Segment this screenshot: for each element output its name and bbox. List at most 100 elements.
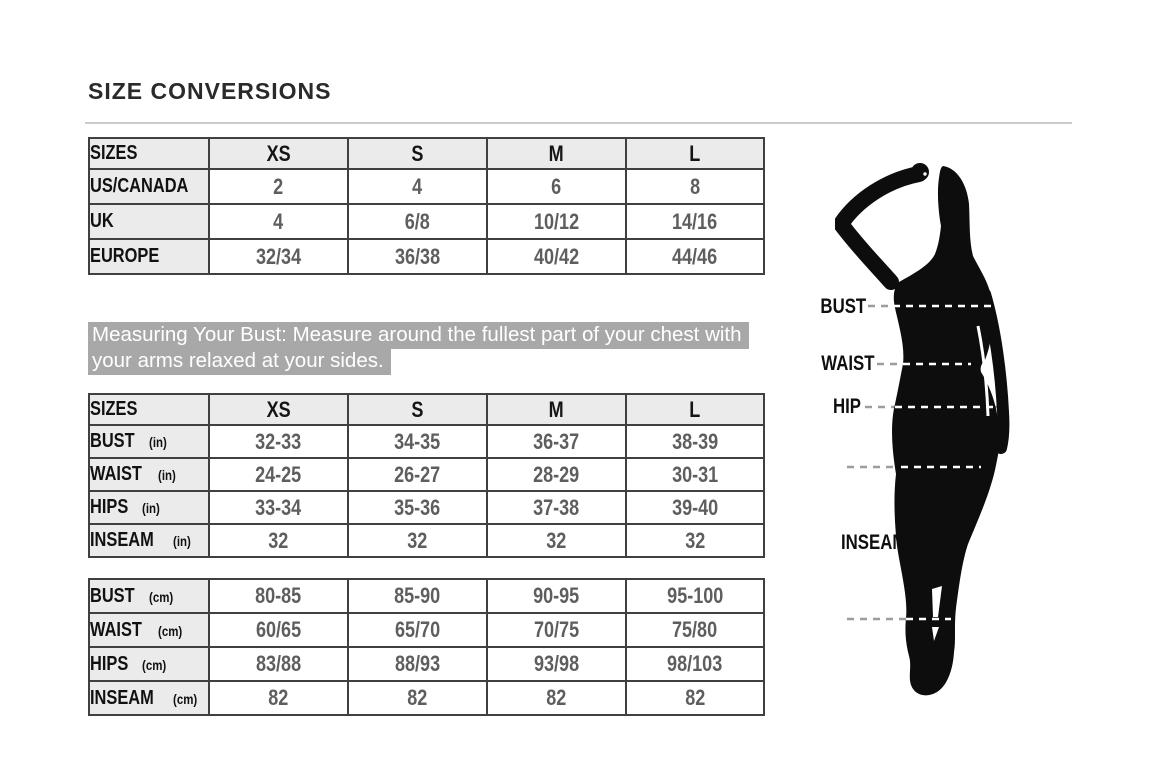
measure-value: 65/70 (394, 617, 441, 642)
table-row: BUST (in) 32-33 34-35 36-37 38-39 (88, 424, 765, 459)
silhouette-hand (911, 163, 929, 181)
table-header-row: SIZES XS S M L (88, 137, 765, 170)
row-label: HIPS (90, 496, 129, 518)
table-row: WAIST (in) 24-25 26-27 28-29 30-31 (88, 457, 765, 492)
measure-value: 36-37 (533, 428, 580, 454)
column-header: XS (266, 396, 291, 422)
column-header: SIZES (90, 142, 138, 164)
table-header-row: SIZES XS S M L (88, 393, 765, 426)
row-unit: (cm) (149, 588, 174, 605)
female-silhouette (833, 163, 1010, 696)
size-value: 4 (273, 208, 284, 234)
size-value: 36/38 (394, 243, 441, 269)
column-header: L (689, 140, 701, 166)
size-value: 40/42 (533, 243, 580, 269)
measure-value: 88/93 (394, 651, 441, 676)
table-row: INSEAM (cm) 82 82 82 82 (88, 680, 765, 716)
table-row: HIPS (in) 33-34 35-36 37-38 39-40 (88, 490, 765, 525)
row-label: INSEAM (90, 686, 154, 709)
column-header: SIZES (90, 398, 138, 420)
measure-value: 93/98 (533, 651, 580, 676)
size-value: 10/12 (533, 208, 580, 234)
measurements-cm-table: BUST (cm) 80-85 85-90 90-95 95-100 WAIST (… (88, 578, 765, 716)
measure-value: 35-36 (394, 494, 441, 520)
size-value: 14/16 (672, 208, 718, 234)
silhouette-body (892, 166, 1000, 696)
row-label: BUST (90, 430, 135, 452)
row-unit: (cm) (158, 622, 183, 639)
measure-value: 32 (407, 527, 428, 553)
table-row: US/CANADA 2 4 6 8 (88, 168, 765, 205)
calf-gap (932, 586, 942, 617)
size-value: 44/46 (672, 243, 718, 269)
measure-value: 26-27 (394, 461, 441, 487)
measure-value: 60/65 (255, 617, 302, 642)
silhouette-hanging-arm (979, 288, 1010, 454)
column-header: L (689, 396, 701, 422)
measure-value: 38-39 (671, 428, 719, 454)
measure-value: 95-100 (666, 583, 724, 608)
column-header: S (411, 396, 424, 422)
row-label: BUST (90, 584, 135, 607)
measure-value: 75/80 (672, 617, 718, 642)
measure-value: 28-29 (533, 461, 580, 487)
measure-value: 32-33 (255, 428, 302, 454)
measurements-inches-table: SIZES XS S M L BUST (in) 32-33 34-35 36-3… (88, 393, 765, 558)
table-row: EUROPE 32/34 36/38 40/42 44/46 (88, 238, 765, 275)
table-row: UK 4 6/8 10/12 14/16 (88, 203, 765, 240)
row-unit: (in) (141, 500, 160, 516)
measure-value: 32 (268, 527, 289, 553)
row-label: HIPS (90, 652, 129, 675)
size-value: 6 (551, 173, 562, 199)
row-unit: (in) (149, 434, 168, 450)
measure-value: 98/103 (667, 651, 723, 676)
table-row: INSEAM (in) 32 32 32 32 (88, 523, 765, 558)
measure-dash-lines-on-body (893, 304, 995, 621)
foot-gap (932, 627, 939, 641)
row-label: WAIST (90, 618, 142, 641)
row-unit: (in) (172, 533, 191, 549)
size-value: 6/8 (404, 208, 431, 234)
size-value: 4 (412, 173, 423, 199)
measure-value: 33-34 (255, 494, 302, 520)
column-header: S (411, 140, 424, 166)
measure-value: 34-35 (394, 428, 441, 454)
size-value: 32/34 (255, 243, 302, 269)
measure-value: 82 (407, 685, 428, 710)
row-label: US/CANADA (90, 175, 189, 197)
table-row: HIPS (cm) 83/88 88/93 93/98 98/103 (88, 646, 765, 682)
hip-label: HIP (832, 395, 861, 418)
size-value: 8 (689, 173, 701, 199)
row-label: WAIST (90, 463, 142, 485)
row-unit: (cm) (141, 656, 166, 673)
inseam-label: INSEAM (841, 531, 907, 554)
row-label: UK (90, 210, 114, 232)
measure-value: 39-40 (671, 494, 719, 520)
measure-value: 80-85 (255, 583, 302, 608)
measure-value: 32 (684, 527, 706, 553)
column-header: M (548, 140, 565, 166)
page-title: SIZE CONVERSIONS (88, 78, 332, 104)
row-unit: (in) (158, 467, 177, 483)
table-row: WAIST (cm) 60/65 65/70 70/75 75/80 (88, 612, 765, 648)
column-header: XS (266, 140, 291, 166)
note-line: your arms relaxed at your sides. (88, 348, 391, 375)
bust-measuring-note: Measuring Your Bust: Measure around the … (88, 322, 788, 375)
measure-value: 82 (268, 685, 289, 710)
column-header: M (548, 396, 565, 422)
row-label: EUROPE (90, 245, 160, 267)
measure-value: 24-25 (255, 461, 302, 487)
measure-value: 30-31 (671, 461, 719, 487)
note-line: Measuring Your Bust: Measure around the … (88, 322, 749, 349)
measure-value: 82 (684, 685, 706, 710)
measure-value: 32 (546, 527, 567, 553)
bust-label: BUST (820, 295, 866, 318)
measure-value: 85-90 (394, 583, 441, 608)
measure-value: 83/88 (255, 651, 302, 676)
measure-value: 90-95 (533, 583, 580, 608)
table-row: BUST (cm) 80-85 85-90 90-95 95-100 (88, 578, 765, 614)
hand-highlight-dot (923, 172, 927, 176)
measure-value: 70/75 (533, 617, 580, 642)
measurement-figure (833, 140, 1015, 710)
